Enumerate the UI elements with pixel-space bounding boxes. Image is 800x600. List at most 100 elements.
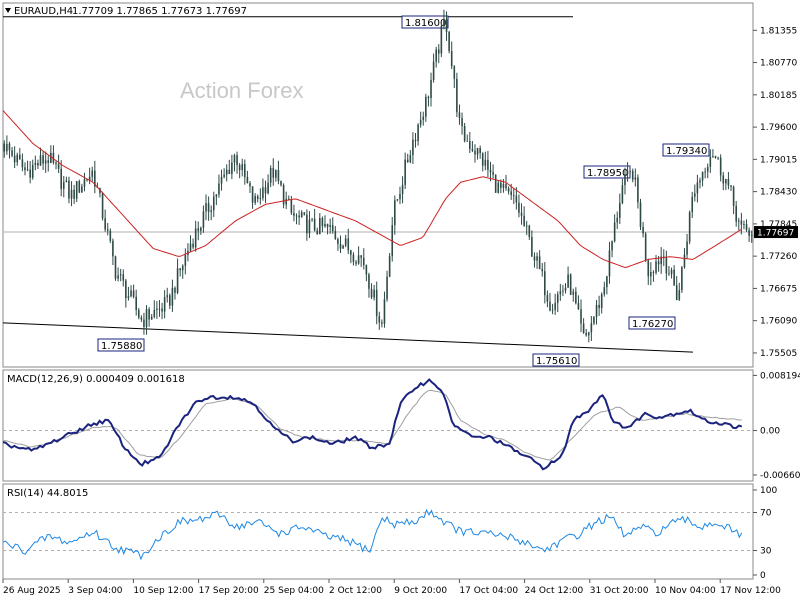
candle-body	[683, 254, 686, 268]
candle-body	[357, 255, 360, 264]
candle-body	[166, 295, 169, 298]
price-tick-label: 1.80770	[760, 59, 797, 69]
time-tick-label: 10 Nov 04:00	[655, 586, 716, 596]
candle-body	[546, 295, 549, 302]
candle-body	[207, 203, 210, 212]
candle-body	[492, 172, 494, 175]
macd-line	[2, 378, 743, 471]
candle-body	[73, 189, 75, 199]
candle-body	[365, 264, 368, 275]
candle-body	[373, 289, 375, 298]
candle-body	[458, 112, 461, 119]
annotation-box	[401, 15, 449, 29]
price-annotation: 1.81600	[401, 15, 449, 29]
candle-body	[699, 180, 701, 183]
candle-body	[479, 148, 481, 154]
candle-body	[21, 159, 24, 168]
ohlc-readout: 1.77709 1.77865 1.77673 1.77697	[72, 6, 247, 17]
annotation-box	[97, 338, 145, 352]
candle-body	[280, 181, 282, 186]
candle-body	[362, 257, 365, 265]
candle-body	[556, 294, 559, 303]
candle-body	[725, 178, 727, 184]
price-tick-label: 1.79600	[760, 123, 797, 133]
candle-body	[285, 198, 287, 205]
candle-body	[735, 205, 737, 222]
candle-body	[487, 159, 489, 170]
candle-body	[106, 229, 109, 231]
candle-body	[194, 228, 197, 248]
candle-body	[737, 220, 740, 222]
candle-body	[572, 291, 575, 295]
candle-body	[114, 256, 117, 279]
candle-body	[445, 19, 448, 32]
candle-body	[262, 187, 264, 199]
time-tick-label: 31 Oct 20:00	[590, 586, 649, 596]
candle-body	[430, 79, 432, 99]
candle-body	[122, 274, 125, 281]
candle-body	[743, 224, 745, 225]
candle-body	[269, 167, 272, 183]
candle-body	[254, 196, 256, 203]
candle-body	[422, 116, 425, 120]
candle-body	[339, 243, 342, 249]
candle-body	[497, 182, 500, 193]
candle-body	[701, 171, 704, 181]
candle-body	[409, 155, 412, 163]
annotation-label: 1.79340	[666, 146, 707, 157]
candle-body	[94, 170, 96, 187]
candle-body	[350, 250, 352, 255]
symbol-label: EURAUD,H4	[14, 6, 73, 17]
candle-body	[148, 309, 150, 320]
candle-body	[24, 167, 26, 171]
candle-body	[303, 212, 306, 215]
candle-body	[650, 271, 652, 277]
candle-body	[603, 287, 606, 295]
candle-body	[311, 218, 313, 220]
candle-body	[681, 267, 683, 291]
candle-body	[401, 184, 404, 194]
candle-body	[637, 177, 639, 203]
candle-body	[3, 143, 6, 152]
candle-body	[748, 230, 750, 236]
candle-body	[81, 186, 83, 193]
candle-body	[37, 163, 39, 166]
candle-body	[688, 212, 691, 242]
candle-body	[70, 189, 73, 199]
candle-body	[616, 217, 619, 223]
candle-body	[6, 143, 8, 152]
candle-body	[60, 168, 62, 189]
annotation-box	[628, 316, 676, 330]
candle-body	[406, 159, 409, 163]
candle-body	[378, 316, 381, 323]
candle-body	[590, 323, 593, 333]
candle-body	[644, 233, 647, 261]
candle-body	[169, 295, 171, 306]
candle-body	[471, 148, 474, 151]
rsi-panel	[2, 483, 754, 580]
dropdown-triangle-icon[interactable]	[5, 8, 11, 13]
candle-body	[435, 49, 437, 62]
candle-body	[704, 171, 706, 173]
candle-body	[62, 182, 65, 189]
price-tick-label: 1.81355	[760, 26, 797, 36]
candle-body	[150, 316, 153, 320]
candle-body	[179, 268, 181, 271]
rsi-tick-label: 30	[760, 547, 772, 557]
candle-body	[577, 303, 580, 310]
candle-body	[668, 273, 670, 275]
candle-body	[585, 332, 587, 336]
candle-body	[161, 308, 163, 312]
candle-body	[184, 254, 187, 266]
candle-body	[68, 180, 70, 199]
candle-body	[629, 170, 631, 172]
candle-body	[197, 228, 200, 231]
candle-body	[538, 256, 541, 270]
candle-body	[587, 332, 590, 336]
annotation-label: 1.75610	[536, 356, 577, 367]
candle-body	[551, 309, 554, 311]
candle-body	[417, 124, 419, 142]
candle-body	[678, 290, 681, 301]
candle-body	[443, 19, 445, 26]
price-tick-label: 1.78430	[760, 188, 797, 198]
